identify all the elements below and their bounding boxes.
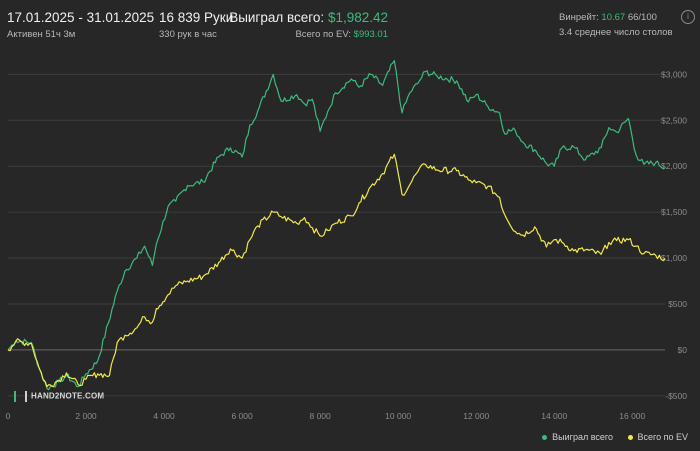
winrate-block: Винрейт: 10.67 66/100 3.4 среднее число … (559, 10, 673, 38)
x-tick-label: 12 000 (463, 411, 489, 421)
legend-label-won: Выиграл всего (552, 432, 613, 442)
x-tick-label: 2 000 (75, 411, 97, 421)
legend-item-won[interactable]: Выиграл всего (542, 432, 615, 442)
logo-mark-icon (14, 391, 27, 402)
x-tick-label: 4 000 (153, 411, 175, 421)
y-tick-label: $1,500 (661, 207, 687, 217)
logo-text: HAND2NOTE.COM (31, 391, 105, 401)
ev-total: Всего по EV: $993.01 (229, 29, 388, 40)
active-time: Активен 51ч 3м (7, 29, 76, 40)
hand2note-logo: HAND2NOTE.COM (14, 391, 104, 402)
y-tick-label: $0 (678, 345, 688, 355)
winrate-label: Винрейт: (559, 12, 599, 23)
period-block: 17.01.2025 - 31.01.2025 Активен 51ч 3м (7, 10, 154, 40)
series-line-1 (7, 153, 666, 388)
x-axis-ticks: 0 2 000 4 000 6 000 8 000 10 000 12 000 14 000 1… (6, 411, 646, 421)
x-tick-label: 10 000 (385, 411, 411, 421)
y-axis-ticks: $3,000 $2,500 $2,000 $1,500 $1,000 $500 $0 -$50… (661, 69, 687, 400)
hands-block: 16 839 Руки 330 рук в час (159, 10, 233, 40)
chart-grid (8, 73, 665, 397)
x-tick-label: 0 (6, 411, 11, 421)
chart-lines (7, 60, 666, 391)
summary-header: 17.01.2025 - 31.01.2025 Активен 51ч 3м 1… (0, 8, 700, 58)
x-tick-label: 6 000 (231, 411, 253, 421)
won-total: Выиграл всего: $1,982.42 (229, 10, 388, 25)
y-tick-label: $2,500 (661, 115, 687, 125)
x-tick-label: 14 000 (541, 411, 567, 421)
y-tick-label: $1,000 (661, 253, 687, 263)
totals-block: Выиграл всего: $1,982.42 Всего по EV: $9… (229, 10, 388, 40)
series-line-0 (7, 60, 666, 391)
legend-dot-icon (542, 435, 548, 441)
y-tick-label: $2,000 (661, 161, 687, 171)
legend-dot-icon (627, 435, 633, 441)
date-range: 17.01.2025 - 31.01.2025 (7, 10, 155, 25)
y-tick-label: $3,000 (661, 69, 687, 79)
ev-label: Всего по EV: (295, 29, 352, 40)
y-tick-label: -$500 (665, 391, 687, 401)
info-icon[interactable]: i (681, 10, 695, 24)
legend-label-ev: Всего по EV (637, 432, 688, 442)
legend-item-ev[interactable]: Всего по EV (627, 432, 688, 442)
hands-per-hour: 330 рук в час (159, 29, 217, 40)
chart-legend: Выиграл всего Всего по EV (530, 432, 688, 442)
won-value: $1,982.42 (327, 10, 388, 25)
won-label: Выиграл всего: (229, 10, 325, 25)
hands-count: 16 839 Руки (159, 10, 234, 25)
ev-value: $993.01 (353, 29, 388, 40)
y-tick-label: $500 (668, 299, 687, 309)
winrate: Винрейт: 10.67 66/100 (559, 12, 673, 23)
x-tick-label: 8 000 (309, 411, 331, 421)
winrate-value: 10.67 (601, 12, 626, 23)
x-tick-label: 16 000 (619, 411, 645, 421)
avg-tables: 3.4 среднее число столов (559, 27, 673, 38)
winrate-extra: 66/100 (627, 12, 657, 23)
